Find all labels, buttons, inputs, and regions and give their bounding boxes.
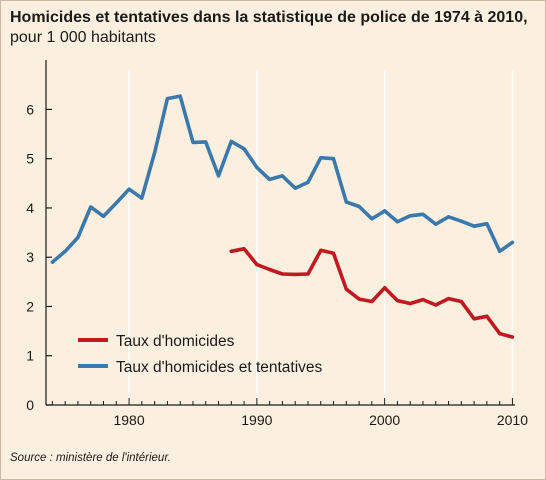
- data-point: [216, 174, 221, 178]
- data-point: [357, 297, 361, 301]
- data-point: [165, 96, 170, 101]
- data-point: [383, 209, 387, 213]
- data-point: [319, 248, 323, 252]
- data-point: [395, 220, 400, 224]
- data-point: [485, 222, 489, 226]
- data-point: [331, 251, 336, 255]
- data-point: [434, 222, 438, 226]
- chart-title: Homicides et tentatives dans la statisti…: [10, 8, 530, 48]
- data-point: [280, 174, 285, 178]
- x-tick-label: 2010: [497, 412, 528, 428]
- legend: Taux d'homicides Taux d'homicides et tent…: [78, 333, 323, 376]
- data-point: [370, 299, 374, 304]
- data-point: [229, 249, 233, 253]
- data-point: [434, 303, 438, 307]
- series-line-homicides: [229, 247, 515, 339]
- data-point: [446, 215, 451, 219]
- data-point: [255, 262, 259, 267]
- data-point: [293, 272, 297, 277]
- data-point: [153, 151, 157, 155]
- data-point: [114, 201, 118, 205]
- y-tick-label: 2: [26, 298, 34, 314]
- data-point: [229, 139, 233, 144]
- data-point: [344, 200, 348, 204]
- data-point: [383, 286, 387, 290]
- axis-layer: 0 1 2 3 4 5 6 1980 1990 2000 2010: [26, 60, 528, 428]
- data-point: [319, 156, 323, 160]
- data-point: [127, 187, 131, 191]
- data-point: [140, 196, 144, 200]
- chart-title-bold: Homicides et tentatives dans la statisti…: [10, 9, 528, 26]
- y-tick-label: 4: [26, 200, 34, 216]
- data-point: [344, 287, 348, 291]
- data-point: [421, 297, 425, 302]
- data-point: [204, 140, 208, 144]
- data-point: [485, 314, 489, 318]
- data-point: [306, 272, 310, 276]
- grid-layer: [128, 70, 514, 405]
- data-point: [459, 219, 463, 223]
- data-point: [510, 240, 515, 245]
- series-line-homicides-tentatives: [50, 94, 515, 264]
- legend-label: Taux d'homicides et tentatives: [116, 359, 323, 376]
- data-point: [63, 249, 67, 253]
- data-point: [421, 212, 425, 216]
- x-tick-label: 1990: [241, 412, 272, 428]
- data-point: [408, 214, 412, 218]
- data-point: [89, 205, 93, 209]
- data-point: [101, 214, 106, 218]
- source-note: Source : ministère de l'intérieur.: [10, 452, 171, 464]
- y-tick-label: 0: [26, 397, 34, 413]
- chart-title-rest: pour 1 000 habitants: [10, 29, 156, 46]
- data-point: [446, 296, 451, 301]
- data-point: [472, 317, 476, 321]
- data-point: [472, 224, 476, 228]
- y-tick-label: 6: [26, 101, 34, 117]
- data-point: [357, 204, 361, 209]
- data-point: [76, 235, 80, 240]
- x-tick-label: 1980: [113, 412, 144, 428]
- data-point: [178, 94, 182, 98]
- x-tick-label: 2000: [369, 412, 400, 428]
- series-layer: [50, 94, 515, 339]
- data-point: [459, 299, 463, 304]
- y-tick-label: 3: [26, 249, 34, 265]
- data-point: [498, 331, 502, 336]
- data-point: [306, 180, 310, 184]
- y-tick-label: 5: [26, 151, 34, 167]
- data-point: [331, 157, 336, 161]
- data-point: [408, 301, 412, 306]
- legend-label: Taux d'homicides: [116, 333, 235, 350]
- y-tick-label: 1: [26, 348, 34, 364]
- data-point: [370, 217, 374, 221]
- data-point: [242, 247, 246, 251]
- data-point: [50, 260, 54, 264]
- data-point: [498, 249, 502, 253]
- data-point: [510, 335, 515, 339]
- data-point: [293, 186, 297, 190]
- data-point: [191, 140, 195, 145]
- data-point: [395, 298, 400, 303]
- data-point: [242, 147, 246, 151]
- data-point: [255, 165, 259, 170]
- data-point: [280, 272, 285, 276]
- data-point: [268, 267, 272, 272]
- data-point: [268, 177, 272, 181]
